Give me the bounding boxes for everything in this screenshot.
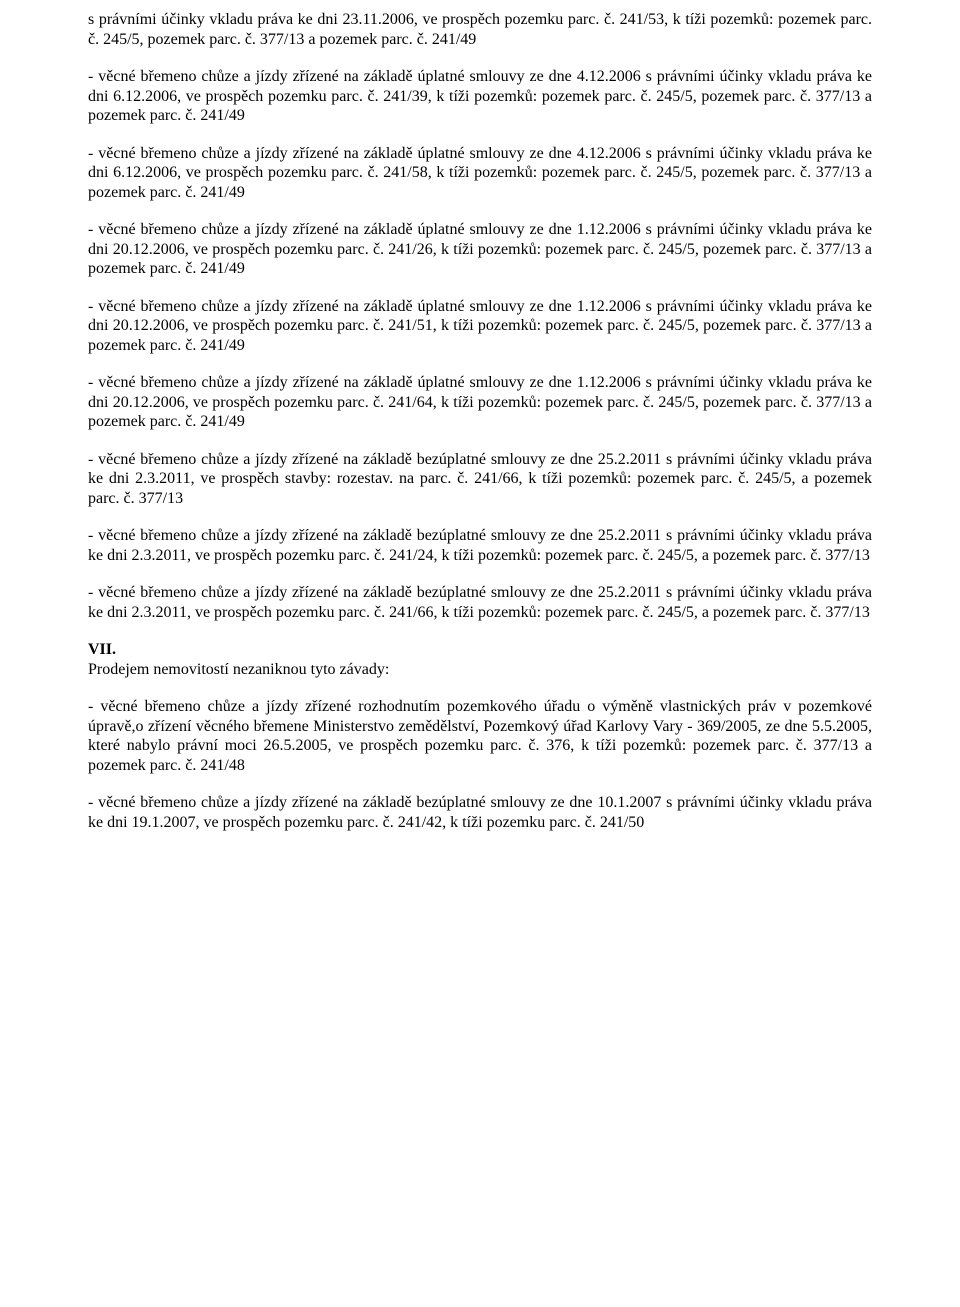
paragraph: - věcné břemeno chůze a jízdy zřízené na… [88,373,872,432]
section-item: - věcné břemeno chůze a jízdy zřízené ro… [88,697,872,775]
paragraph: - věcné břemeno chůze a jízdy zřízené na… [88,220,872,279]
paragraph: - věcné břemeno chůze a jízdy zřízené na… [88,450,872,509]
paragraph: s právními účinky vkladu práva ke dni 23… [88,10,872,49]
section-heading: VII. [88,640,872,660]
paragraph: - věcné břemeno chůze a jízdy zřízené na… [88,297,872,356]
section-item: - věcné břemeno chůze a jízdy zřízené na… [88,793,872,832]
paragraph: - věcné břemeno chůze a jízdy zřízené na… [88,144,872,203]
document-page: s právními účinky vkladu práva ke dni 23… [0,0,960,1307]
section-intro: Prodejem nemovitostí nezaniknou tyto záv… [88,660,872,680]
paragraph: - věcné břemeno chůze a jízdy zřízené na… [88,583,872,622]
paragraph: - věcné břemeno chůze a jízdy zřízené na… [88,67,872,126]
paragraph: - věcné břemeno chůze a jízdy zřízené na… [88,526,872,565]
